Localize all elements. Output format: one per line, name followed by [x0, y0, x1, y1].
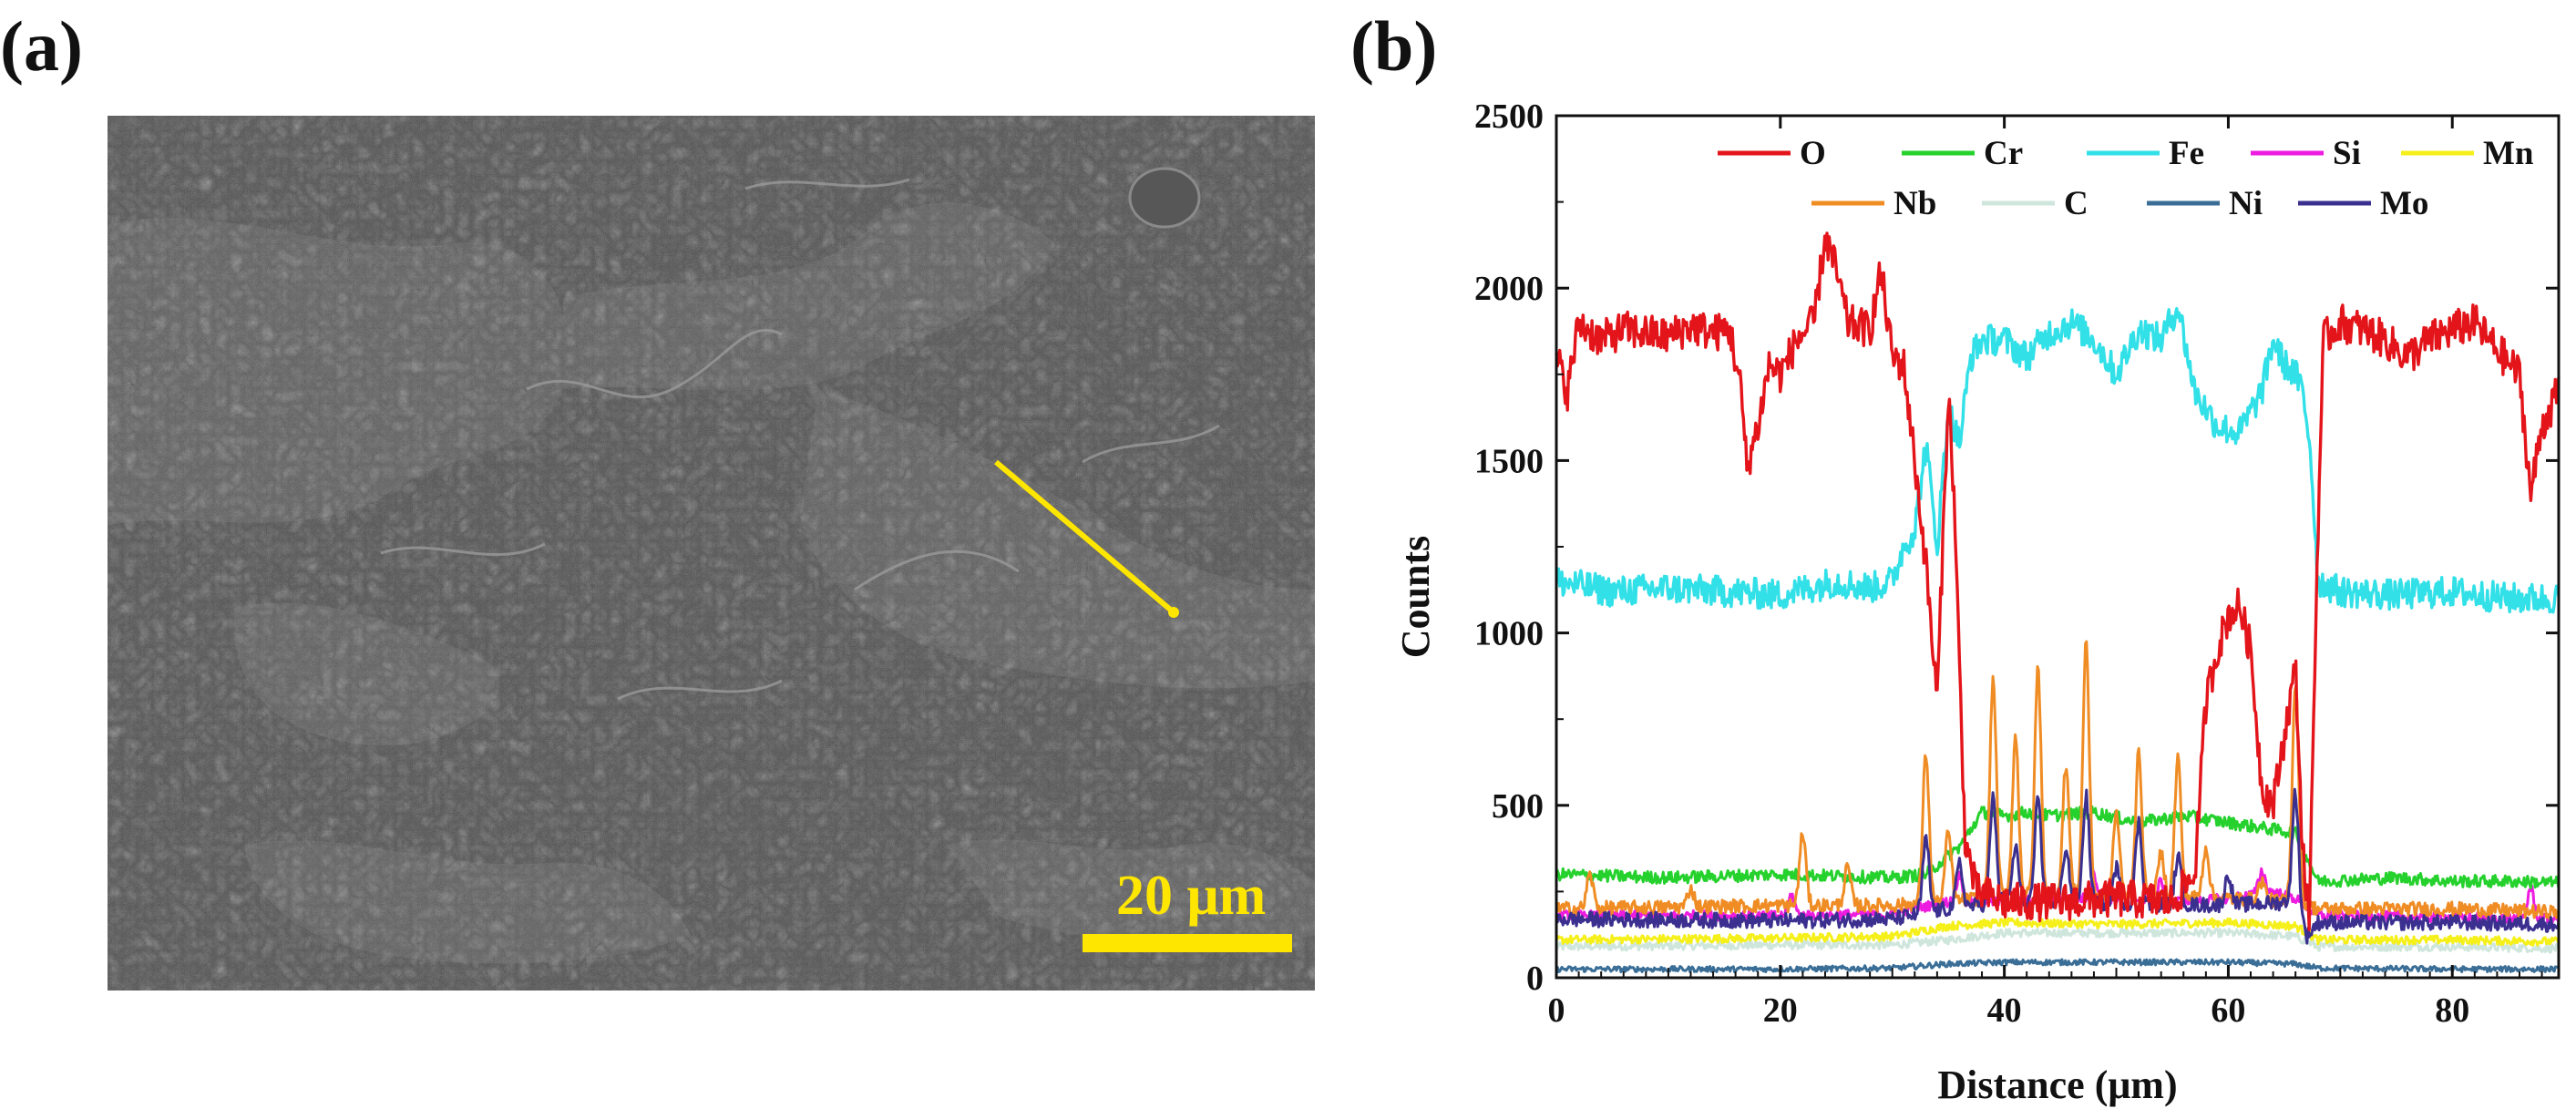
panel-label-b: (b): [1350, 6, 1438, 86]
x-tick-label: 80: [2435, 991, 2469, 1030]
y-tick-label: 1000: [1474, 615, 1544, 653]
series-line-o: [1555, 231, 2561, 931]
legend-item-mn: Mn: [2401, 135, 2534, 172]
series-line-mn: [1555, 917, 2561, 947]
panel-label-a: (a): [0, 6, 83, 86]
y-tick-label: 0: [1526, 960, 1544, 998]
legend-label: O: [1800, 135, 1826, 172]
legend-label: C: [2064, 185, 2089, 222]
y-tick-label: 2500: [1474, 98, 1544, 136]
crack-edges: [380, 178, 1220, 701]
y-tick-label: 500: [1492, 787, 1544, 826]
legend-item-ni: Ni: [2147, 185, 2263, 222]
scale-bar: [1083, 934, 1292, 952]
legend-item-c: C: [1982, 185, 2089, 222]
legend-item-cr: Cr: [1902, 135, 2023, 172]
legend-label: Mn: [2483, 135, 2534, 172]
legend: O Cr Fe Si Mn Nb C Ni Mo: [1718, 135, 2534, 222]
x-tick-label: 60: [2211, 991, 2245, 1030]
sem-micrograph: [108, 116, 1315, 991]
y-tick-label: 1500: [1474, 442, 1544, 480]
plot-frame: [1555, 114, 2561, 980]
series-layer: [1555, 231, 2561, 974]
series-line-ni: [1555, 958, 2560, 974]
legend-label: Mo: [2380, 185, 2428, 222]
legend-label: Cr: [1984, 135, 2023, 172]
legend-item-nb: Nb: [1811, 185, 1936, 222]
x-tick-label: 40: [1987, 991, 2022, 1030]
legend-item-o: O: [1718, 135, 1826, 172]
x-tick-label: 0: [1548, 991, 1565, 1030]
legend-label: Fe: [2169, 135, 2204, 172]
sem-texture: [108, 116, 1315, 991]
axes-layer: 0 500 1000 1500 2000 2500 0 20 40 60 80: [1474, 98, 2561, 1030]
series-line-cr: [1555, 805, 2561, 889]
line-scan-path: [994, 459, 1175, 615]
legend-label: Ni: [2229, 185, 2263, 222]
legend-item-mo: Mo: [2298, 185, 2428, 222]
legend-label: Nb: [1894, 185, 1936, 222]
scale-bar-label: 20 μm: [1116, 865, 1267, 927]
x-tick-label: 20: [1763, 991, 1798, 1030]
surface-pit: [1128, 167, 1201, 229]
series-line-fe: [1555, 306, 2561, 614]
x-axis-title: Distance (μm): [1937, 1063, 2177, 1107]
y-axis-title: Counts: [1393, 536, 1438, 659]
y-tick-label: 2000: [1474, 270, 1544, 308]
legend-label: Si: [2333, 135, 2361, 172]
line-scan-endpoint: [1168, 607, 1179, 618]
legend-item-fe: Fe: [2087, 135, 2204, 172]
legend-item-si: Si: [2251, 135, 2361, 172]
